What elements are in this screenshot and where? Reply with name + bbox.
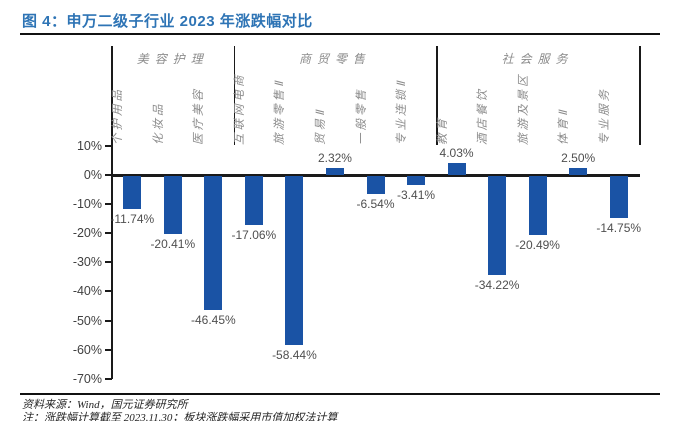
y-axis-tick: [105, 348, 112, 351]
bar-value-label: 2.32%: [317, 151, 352, 166]
category-label: 互联网电商: [233, 72, 246, 146]
title-rule: [20, 33, 660, 35]
y-axis-label: -40%: [72, 284, 102, 299]
y-axis-label: -30%: [72, 255, 102, 270]
bar-value-label: -14.75%: [596, 220, 642, 235]
bar-value-label: 2.50%: [561, 150, 596, 165]
bar-value-label: -34.22%: [474, 277, 520, 292]
category-label: 化妆品: [152, 101, 165, 146]
y-axis: [111, 46, 113, 379]
bar-value-label: -11.74%: [110, 212, 155, 227]
bar-value-label: 4.03%: [439, 146, 474, 161]
y-axis-tick: [105, 377, 112, 380]
y-axis-label: -50%: [72, 313, 102, 328]
category-label: 酒店餐饮: [477, 87, 490, 145]
category-label: 贸易Ⅱ: [314, 107, 327, 145]
bar-value-label: -20.41%: [150, 237, 196, 252]
group-separator: [436, 46, 438, 145]
y-axis-tick: [105, 261, 112, 264]
source-note: 资料来源：Wind，国元证券研究所: [22, 399, 188, 411]
y-axis-label: 10%: [76, 138, 102, 153]
bar-value-label: -17.06%: [231, 227, 277, 242]
group-title: 美容护理: [136, 52, 209, 66]
bar: [528, 176, 547, 235]
figure-title: 图 4：申万二级子行业 2023 年涨跌幅对比: [22, 13, 313, 30]
category-label: 一般零售: [355, 87, 368, 145]
y-axis-tick: [105, 144, 112, 147]
bar: [488, 176, 507, 275]
category-label: 专业连锁Ⅱ: [396, 78, 409, 145]
bar: [285, 176, 304, 346]
group-title: 商贸零售: [298, 52, 371, 66]
bar-value-label: -58.44%: [272, 348, 317, 363]
y-axis-tick: [105, 319, 112, 322]
bar: [244, 176, 263, 225]
y-axis-tick: [105, 203, 112, 206]
bar-value-label: -20.49%: [515, 237, 560, 252]
y-axis-label: 0%: [83, 168, 102, 182]
bar: [123, 176, 142, 210]
category-label: 专业服务: [598, 87, 611, 145]
bar-chart: 10% 0% -10% -20% -30% -40% -50% -60% -70% 美容护理 商贸零…: [0, 38, 680, 394]
category-label: 医疗美容: [193, 87, 206, 145]
category-label: 教育: [436, 116, 449, 145]
category-label: 个护用品: [112, 87, 125, 145]
bar-value-label: -6.54%: [356, 197, 395, 212]
bar-value-label: -46.45%: [190, 313, 236, 328]
y-axis-label: -60%: [72, 342, 102, 357]
x-axis-zero-line: [111, 174, 640, 177]
bar: [366, 176, 385, 195]
group-title: 社会服务: [501, 52, 574, 66]
y-axis-tick: [105, 174, 112, 176]
y-axis-label: -20%: [72, 226, 102, 241]
bar: [163, 176, 182, 235]
plot-right-boundary: [639, 46, 641, 145]
figure-bottom-rule: [20, 393, 660, 395]
y-axis-tick: [105, 232, 112, 235]
y-axis-label: -70%: [72, 371, 102, 386]
bar: [447, 163, 466, 175]
bar-value-label: -3.41%: [397, 187, 436, 202]
y-axis-label: -10%: [72, 197, 102, 212]
bar: [325, 168, 344, 175]
group-separator: [233, 46, 236, 145]
category-label: 体育Ⅱ: [558, 107, 571, 145]
bar: [204, 176, 223, 311]
category-label: 旅游零售Ⅱ: [274, 78, 287, 145]
calc-note: 注：涨跌幅计算截至 2023.11.30；板块涨跌幅采用市值加权法计算: [22, 412, 338, 421]
bar: [407, 176, 426, 185]
category-label: 旅游及景区: [517, 72, 530, 146]
y-axis-tick: [105, 290, 112, 293]
bar: [569, 167, 588, 175]
bar: [609, 176, 628, 218]
